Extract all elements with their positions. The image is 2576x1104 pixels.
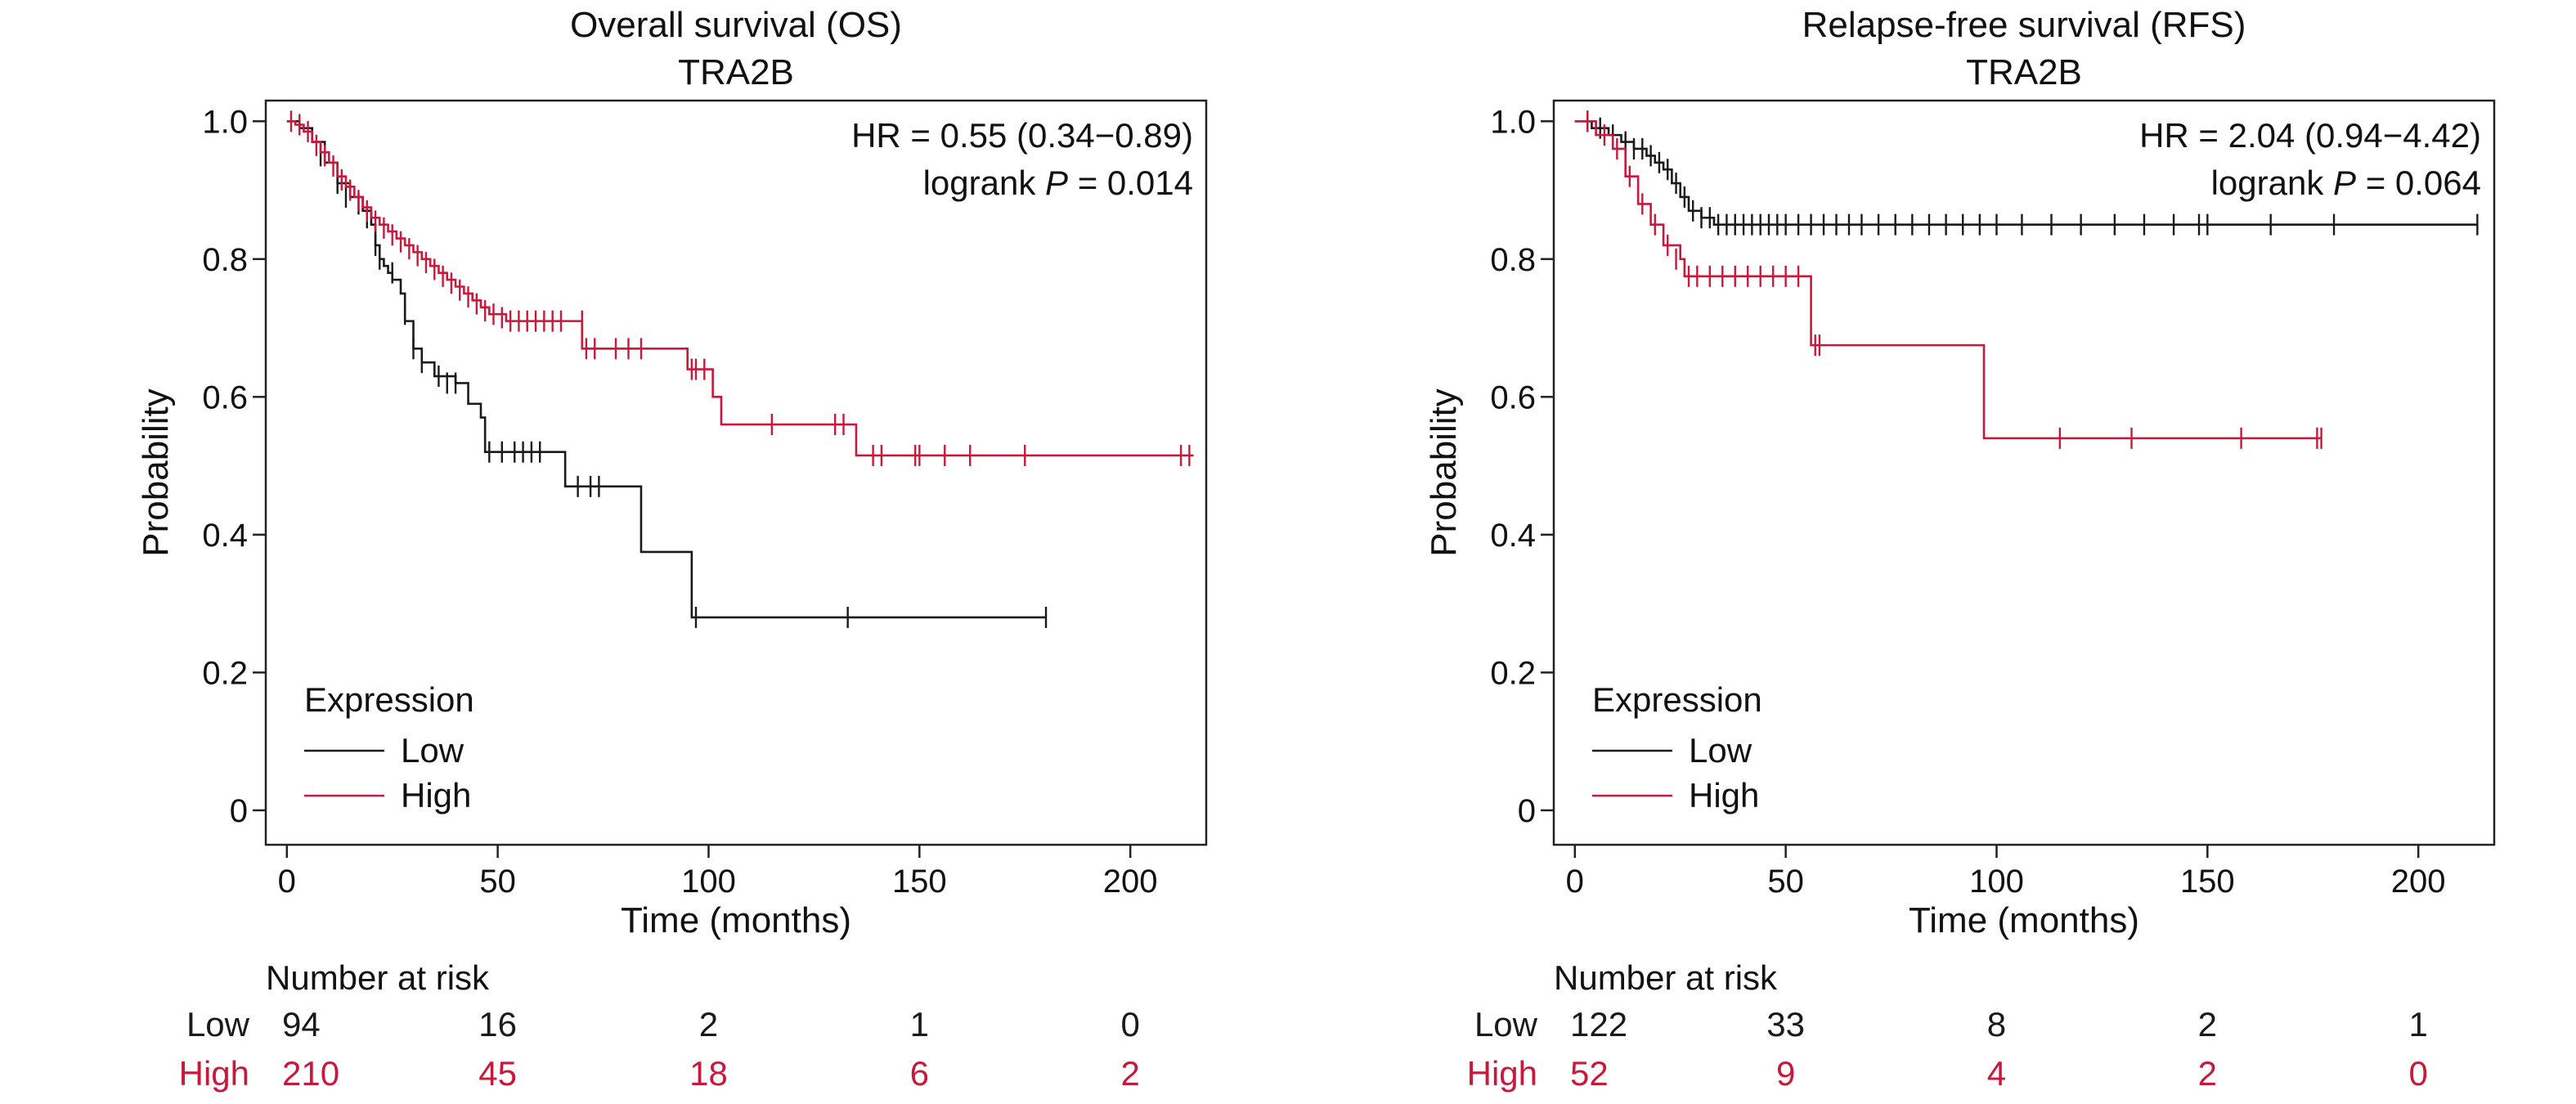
os-y-tick-label: 0.4: [202, 518, 248, 554]
rfs-risk-value-low: 8: [1987, 1005, 2006, 1043]
rfs-y-tick-label: 0: [1518, 793, 1536, 829]
os-legend-title: Expression: [304, 680, 474, 719]
os-risk-value-low: 2: [699, 1005, 718, 1043]
os-y-tick-label: 0.2: [202, 655, 248, 691]
rfs-survival-chart: Relapse-free survival (RFS) TRA2B 0 0.2 0.4 0…: [1424, 5, 2496, 1093]
os-risk-value-low: 94: [282, 1005, 321, 1043]
os-hazard-ratio: HR = 0.55 (0.34−0.89): [851, 116, 1193, 155]
os-x-tick-label: 100: [681, 864, 736, 900]
os-risk-table-header: Number at risk: [266, 958, 490, 997]
rfs-hazard-ratio: HR = 2.04 (0.94−4.42): [2139, 116, 2481, 155]
os-x-tick-label: 50: [479, 864, 516, 900]
os-risk-value-high: 6: [910, 1054, 929, 1093]
rfs-risk-value-low: 1: [2408, 1005, 2427, 1043]
rfs-high-survival-curve: [1574, 119, 2322, 440]
os-legend-label-high: High: [401, 776, 471, 815]
os-risk-value-low: 1: [910, 1005, 929, 1043]
rfs-y-tick-label: 1.0: [1490, 104, 1536, 140]
rfs-x-tick-label: 200: [2391, 864, 2446, 900]
rfs-y-tick-label: 0.2: [1490, 655, 1536, 691]
rfs-chart-subtitle: TRA2B: [1966, 52, 2082, 92]
os-x-tick-label: 0: [278, 864, 296, 900]
os-survival-chart: Overall survival (OS) TRA2B 0 0.2 0.4 0.6 0.8 1…: [136, 5, 1208, 1093]
os-x-axis-label: Time (months): [621, 900, 851, 940]
rfs-risk-value-high: 9: [1776, 1054, 1795, 1093]
os-risk-value-low: 0: [1120, 1005, 1139, 1043]
rfs-x-tick-label: 50: [1767, 864, 1804, 900]
rfs-legend-label-low: Low: [1689, 731, 1752, 770]
os-chart-title: Overall survival (OS): [570, 5, 902, 45]
os-x-tick-label: 150: [892, 864, 947, 900]
rfs-logrank-p: logrank P = 0.064: [2211, 164, 2481, 202]
os-y-tick-label: 0: [230, 793, 248, 829]
os-risk-value-high: 2: [1120, 1054, 1139, 1093]
rfs-legend-label-high: High: [1689, 776, 1759, 815]
os-risk-row-label-high: High: [179, 1054, 249, 1093]
os-y-tick-label: 0.6: [202, 379, 248, 415]
rfs-risk-value-high: 52: [1570, 1054, 1609, 1093]
os-legend-label-low: Low: [401, 731, 464, 770]
os-y-tick-label: 0.8: [202, 242, 248, 278]
rfs-risk-value-low: 122: [1570, 1005, 1627, 1043]
rfs-chart-title: Relapse-free survival (RFS): [1802, 5, 2246, 45]
rfs-y-tick-label: 0.4: [1490, 518, 1536, 554]
os-chart-panel: Overall survival (OS) TRA2B 0 0.2 0.4 0.6 0.8 1…: [136, 5, 1208, 1093]
rfs-risk-value-high: 2: [2198, 1054, 2217, 1093]
os-risk-value-high: 45: [478, 1054, 517, 1093]
rfs-risk-value-high: 0: [2408, 1054, 2427, 1093]
rfs-x-tick-label: 100: [1969, 864, 2024, 900]
os-y-tick-label: 1.0: [202, 104, 248, 140]
rfs-risk-value-high: 4: [1987, 1054, 2006, 1093]
os-x-tick-label: 200: [1103, 864, 1158, 900]
rfs-risk-row-label-low: Low: [1474, 1005, 1538, 1043]
rfs-legend-title: Expression: [1592, 680, 1762, 719]
rfs-x-axis-label: Time (months): [1909, 900, 2139, 940]
os-plot-frame: [264, 99, 1208, 846]
rfs-risk-value-low: 33: [1766, 1005, 1805, 1043]
os-chart-subtitle: TRA2B: [678, 52, 794, 92]
os-risk-value-low: 16: [478, 1005, 517, 1043]
rfs-y-tick-label: 0.8: [1490, 242, 1536, 278]
rfs-chart-panel: Relapse-free survival (RFS) TRA2B 0 0.2 0.4 0…: [1288, 0, 2576, 1104]
rfs-y-tick-label: 0.6: [1490, 379, 1536, 415]
os-risk-row-label-low: Low: [186, 1005, 250, 1043]
os-risk-value-high: 18: [689, 1054, 728, 1093]
rfs-risk-row-label-high: High: [1467, 1054, 1537, 1093]
rfs-risk-value-low: 2: [2198, 1005, 2217, 1043]
rfs-plot-frame: [1552, 99, 2496, 846]
rfs-x-tick-label: 0: [1566, 864, 1584, 900]
rfs-y-axis-label: Probability: [1424, 388, 1464, 556]
rfs-risk-table-header: Number at risk: [1554, 958, 1778, 997]
rfs-x-tick-label: 150: [2180, 864, 2235, 900]
os-y-axis-label: Probability: [136, 388, 176, 556]
os-logrank-p: logrank P = 0.014: [923, 164, 1193, 202]
os-risk-value-high: 210: [282, 1054, 339, 1093]
